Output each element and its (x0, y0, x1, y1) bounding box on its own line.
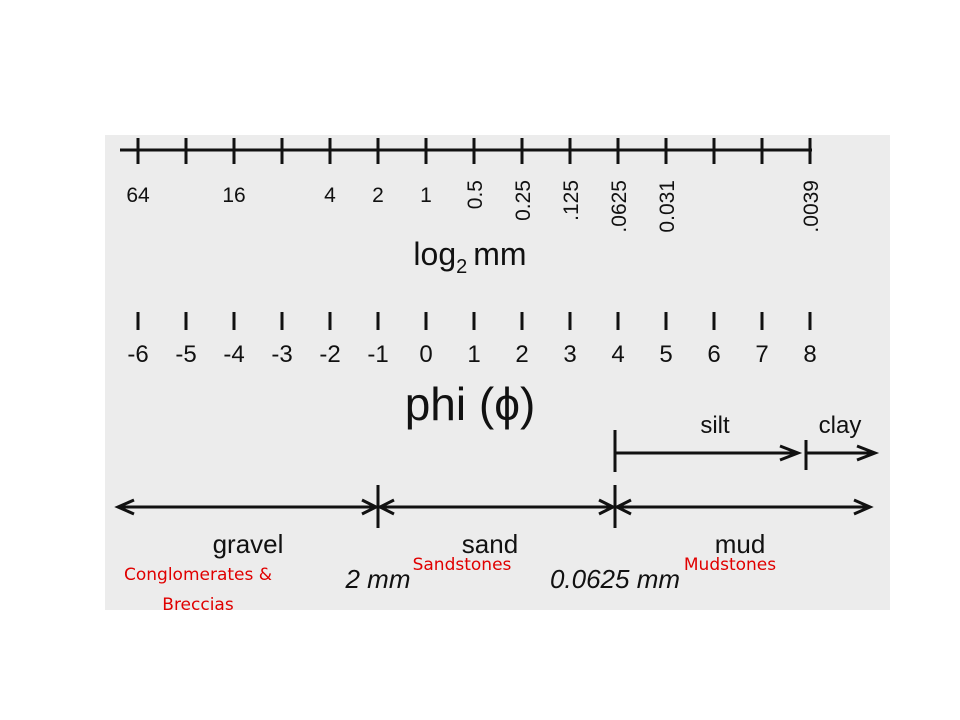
mm-label: 0.25 (512, 180, 535, 221)
phi-label: 2 (515, 341, 528, 368)
boundary-label: 0.0625 mm (550, 564, 680, 594)
mm-title: log2 mm (413, 236, 526, 278)
phi-label: 7 (755, 341, 768, 368)
phi-label: -1 (367, 341, 388, 368)
mm-label: .0625 (608, 180, 631, 233)
mm-title-base: log (413, 236, 456, 272)
phi-label: 0 (419, 341, 432, 368)
mm-label: 0.5 (464, 180, 487, 209)
mm-label: 0.031 (656, 180, 679, 233)
arrow-head (779, 444, 803, 462)
figure-background (105, 135, 890, 610)
gravel-label: gravel (213, 529, 284, 559)
mm-label: 4 (324, 184, 336, 207)
mm-title-unit: mm (473, 236, 526, 272)
mm-label: 16 (222, 184, 245, 207)
mm-label: .125 (560, 180, 583, 221)
rock-name: Breccias (162, 595, 234, 615)
phi-label: 3 (563, 341, 576, 368)
phi-label: 8 (803, 341, 816, 368)
mm-label: 64 (126, 184, 150, 207)
phi-label: 6 (707, 341, 720, 368)
rock-name: Sandstones (413, 555, 512, 575)
phi-label: -3 (271, 341, 292, 368)
phi-label: 1 (467, 341, 480, 368)
mm-label: 1 (420, 184, 432, 207)
rock-name: Conglomerates & (124, 565, 272, 585)
arrow-head (856, 444, 880, 462)
silt-label: silt (700, 412, 730, 439)
clay-label: clay (819, 412, 862, 439)
boundary-label: 2 mm (345, 564, 411, 594)
phi-label: -4 (223, 341, 244, 368)
phi-title: phi (ϕ) (405, 378, 536, 430)
rock-name: Mudstones (684, 555, 776, 575)
phi-label: -5 (175, 341, 196, 368)
phi-label: 5 (659, 341, 672, 368)
mm-label: 2 (372, 184, 384, 207)
mud-label: mud (715, 529, 766, 559)
mm-label: .0039 (800, 180, 823, 233)
phi-label: 4 (611, 341, 624, 368)
mm-title-sub: 2 (456, 256, 467, 278)
phi-label: -2 (319, 341, 340, 368)
phi-label: -6 (127, 341, 148, 368)
sand-label: sand (462, 529, 518, 559)
arrow-heads (114, 498, 874, 516)
